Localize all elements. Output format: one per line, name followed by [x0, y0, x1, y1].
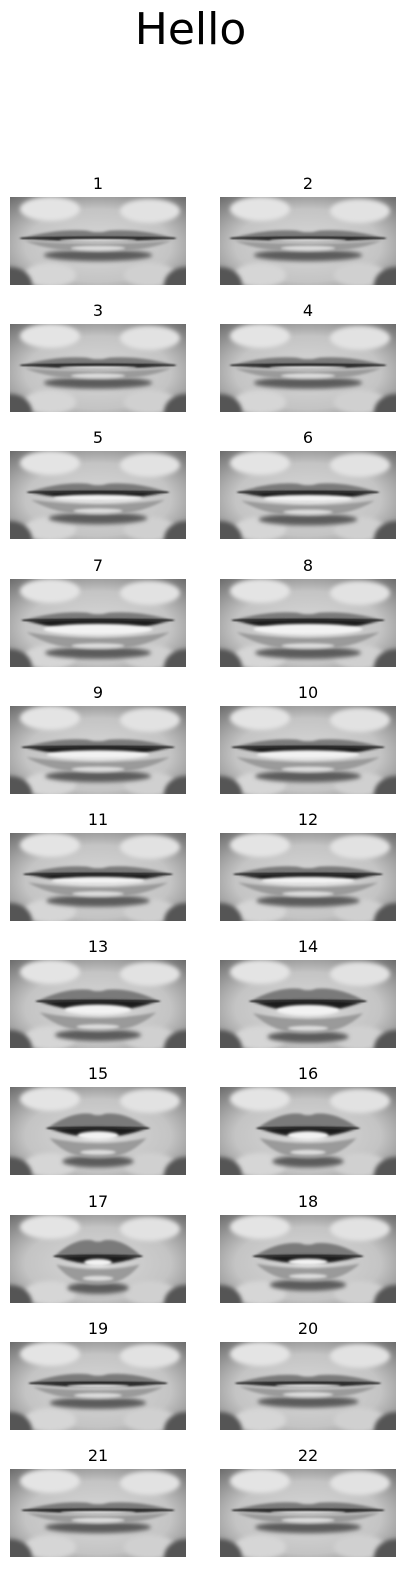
frame-cell: 17: [10, 1191, 186, 1303]
mouth-image: [220, 705, 396, 794]
mouth-image: [10, 960, 186, 1049]
frame-label: 5: [92, 428, 104, 448]
mouth-image: [220, 1087, 396, 1176]
frame-label: 3: [92, 301, 104, 321]
figure-title: Hello: [134, 4, 247, 55]
frame-label: 14: [297, 937, 319, 957]
frame-label: 13: [87, 937, 109, 957]
mouth-image: [10, 1214, 186, 1303]
frame-cell: 1: [10, 173, 186, 285]
mouth-image: [10, 197, 186, 285]
frame-label: 7: [92, 555, 104, 575]
frame-cell: 19: [10, 1318, 186, 1430]
mouth-image: [220, 1341, 396, 1430]
frame-cell: 22: [220, 1445, 396, 1557]
frame-cell: 14: [220, 936, 396, 1049]
frame-label: 8: [302, 555, 314, 575]
frame-label: 10: [297, 682, 319, 702]
mouth-image: [220, 960, 396, 1049]
frame-cell: 15: [10, 1063, 186, 1176]
frame-label: 17: [87, 1191, 109, 1211]
mouth-image: [220, 578, 396, 667]
frame-label: 21: [87, 1446, 109, 1465]
frame-label: 6: [302, 428, 314, 448]
mouth-image: [10, 324, 186, 413]
mouth-image: [10, 1469, 186, 1557]
frame-label: 9: [92, 682, 104, 702]
mouth-image: [10, 705, 186, 794]
frame-cell: 9: [10, 682, 186, 794]
frame-cell: 20: [220, 1318, 396, 1430]
frame-cell: 18: [220, 1191, 396, 1303]
frame-cell: 10: [220, 682, 396, 794]
frame-label: 4: [302, 301, 314, 321]
frame-label: 1: [92, 174, 104, 193]
mouth-image: [10, 1341, 186, 1430]
frame-cell: 6: [220, 427, 396, 540]
mouth-image: [10, 1087, 186, 1176]
mouth-image: [220, 833, 396, 921]
frame-cell: 21: [10, 1445, 186, 1557]
frame-label: 2: [302, 174, 314, 193]
mouth-image: [10, 451, 186, 540]
frame-label: 22: [297, 1446, 319, 1465]
mouth-image: [220, 1469, 396, 1557]
mouth-image: [220, 197, 396, 285]
frame-cell: 16: [220, 1063, 396, 1176]
frame-label: 18: [297, 1191, 319, 1211]
mouth-image: [220, 324, 396, 413]
frame-label: 15: [87, 1064, 109, 1084]
mouth-image: [10, 578, 186, 667]
frame-label: 19: [87, 1318, 109, 1338]
frame-label: 16: [297, 1064, 319, 1084]
frame-cell: 3: [10, 300, 186, 413]
frame-cell: 2: [220, 173, 396, 285]
frame-cell: 13: [10, 936, 186, 1049]
frame-cell: 7: [10, 555, 186, 667]
mouth-image: [220, 1214, 396, 1303]
frame-label: 20: [297, 1318, 319, 1338]
frame-cell: 8: [220, 555, 396, 667]
mouth-image: [220, 451, 396, 540]
frame-cell: 5: [10, 427, 186, 540]
frame-cell: 4: [220, 300, 396, 413]
frame-label: 11: [87, 810, 109, 829]
frame-label: 12: [297, 810, 319, 829]
frame-cell: 11: [10, 809, 186, 921]
frame-cell: 12: [220, 809, 396, 921]
mouth-image: [10, 833, 186, 921]
